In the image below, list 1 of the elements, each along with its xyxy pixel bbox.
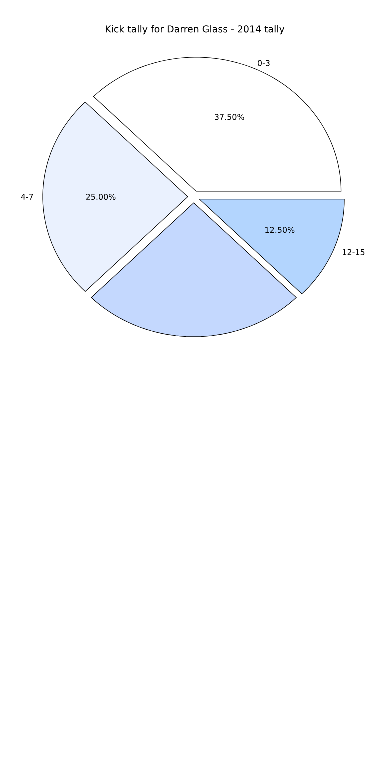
- chart-title: Kick tally for Darren Glass - 2014 tally: [106, 25, 285, 35]
